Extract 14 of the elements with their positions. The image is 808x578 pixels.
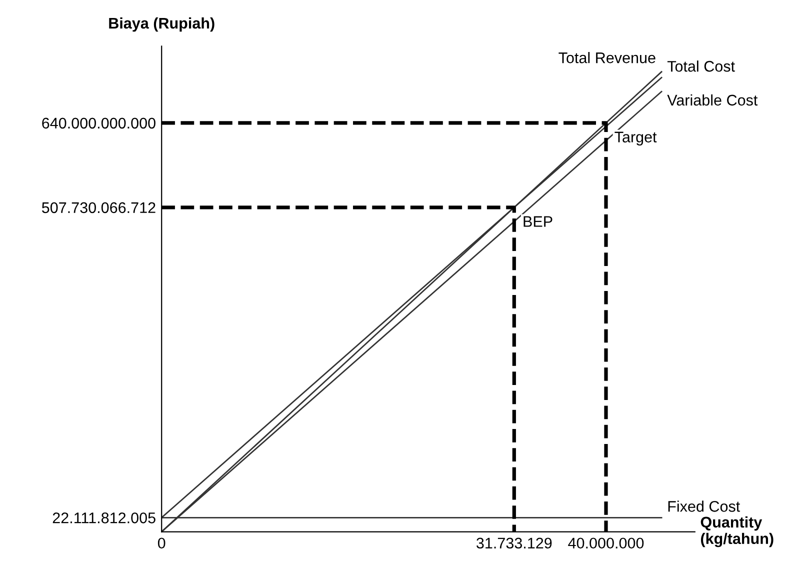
y-tick-label: 22.111.812.005 [52, 512, 156, 524]
x-tick-label: 0 [158, 538, 166, 549]
x-axis-title: Quantity (kg/tahun) [700, 516, 774, 548]
x-tick-label: 40.000.000 [568, 538, 644, 549]
series-label: Total Revenue [558, 52, 656, 64]
annotation: BEP [524, 216, 552, 227]
x-tick-label: 31.733.129 [476, 538, 552, 549]
annotation: Target [614, 132, 657, 146]
series-label: Variable Cost [667, 94, 758, 106]
y-axis-title: Biaya (Rupiah) [109, 17, 214, 32]
y-tick-label: 640.000.000.000 [42, 118, 156, 129]
series-label: Total Cost [667, 60, 735, 72]
y-tick-label: 507.730.066.712 [42, 202, 156, 214]
series-label: Fixed Cost [668, 500, 740, 512]
